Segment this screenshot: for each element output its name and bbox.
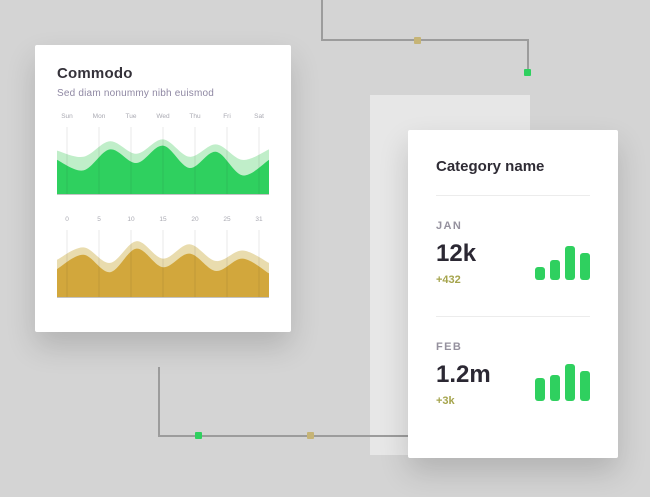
axis-tick-label: Wed	[156, 113, 170, 120]
mini-bar-chart	[535, 361, 590, 401]
mini-bar-chart	[535, 240, 590, 280]
commodo-card: Commodo Sed diam nonummy nibh euismod Su…	[35, 45, 291, 332]
axis-tick-label: Tue	[125, 113, 137, 120]
connector-line	[158, 367, 160, 437]
axis-tick-label: 25	[223, 216, 231, 223]
month-axis-labels: 0 5 10 15 20 25 31	[57, 216, 269, 225]
divider	[436, 195, 590, 196]
axis-tick-label: Fri	[223, 113, 231, 120]
week-axis-labels: Sun Mon Tue Wed Thu Fri Sat	[57, 113, 269, 122]
axis-tick-label: 10	[127, 216, 135, 223]
axis-tick-label: 15	[159, 216, 167, 223]
stat-month-label: FEB	[436, 341, 463, 353]
axis-tick-label: 31	[255, 216, 263, 223]
connector-node-gold-icon	[414, 37, 421, 44]
divider	[436, 316, 590, 317]
card-title: Commodo	[57, 65, 133, 82]
axis-tick-label: Mon	[92, 113, 106, 120]
axis-tick-label: 5	[97, 216, 101, 223]
connector-line	[527, 39, 529, 72]
stat-block-jan: JAN 12k +432	[436, 220, 590, 286]
connector-node-green-icon	[524, 69, 531, 76]
mini-bar	[580, 253, 590, 280]
mini-bar	[565, 246, 575, 280]
mini-bar	[535, 267, 545, 280]
mini-bar	[535, 378, 545, 401]
stat-block-feb: FEB 1.2m +3k	[436, 341, 590, 407]
stat-text-group: FEB 1.2m +3k	[436, 341, 491, 407]
axis-tick-label: Thu	[189, 113, 201, 120]
stat-delta: +432	[436, 274, 461, 286]
week-area-chart	[57, 127, 269, 195]
axis-tick-label: Sun	[61, 113, 73, 120]
card-subtitle: Sed diam nonummy nibh euismod	[57, 88, 214, 99]
connector-line	[321, 0, 323, 41]
axis-tick-label: Sat	[254, 113, 264, 120]
mini-bar	[580, 371, 590, 401]
stat-month-label: JAN	[436, 220, 463, 232]
mini-bar	[550, 260, 560, 280]
connector-line	[158, 435, 408, 437]
stat-value: 12k	[436, 240, 477, 267]
month-area-chart	[57, 230, 269, 298]
mini-bar	[550, 375, 560, 401]
axis-tick-label: 20	[191, 216, 199, 223]
category-card: Category name JAN 12k +432 FEB 1.2m +3k	[408, 130, 618, 458]
mini-bar	[565, 364, 575, 401]
stat-value: 1.2m	[436, 361, 491, 388]
connector-node-green-icon	[195, 432, 202, 439]
connector-line	[321, 39, 529, 41]
stat-text-group: JAN 12k +432	[436, 220, 476, 286]
stat-delta: +3k	[436, 395, 455, 407]
connector-node-gold-icon	[307, 432, 314, 439]
axis-tick-label: 0	[65, 216, 69, 223]
category-title: Category name	[436, 158, 545, 175]
